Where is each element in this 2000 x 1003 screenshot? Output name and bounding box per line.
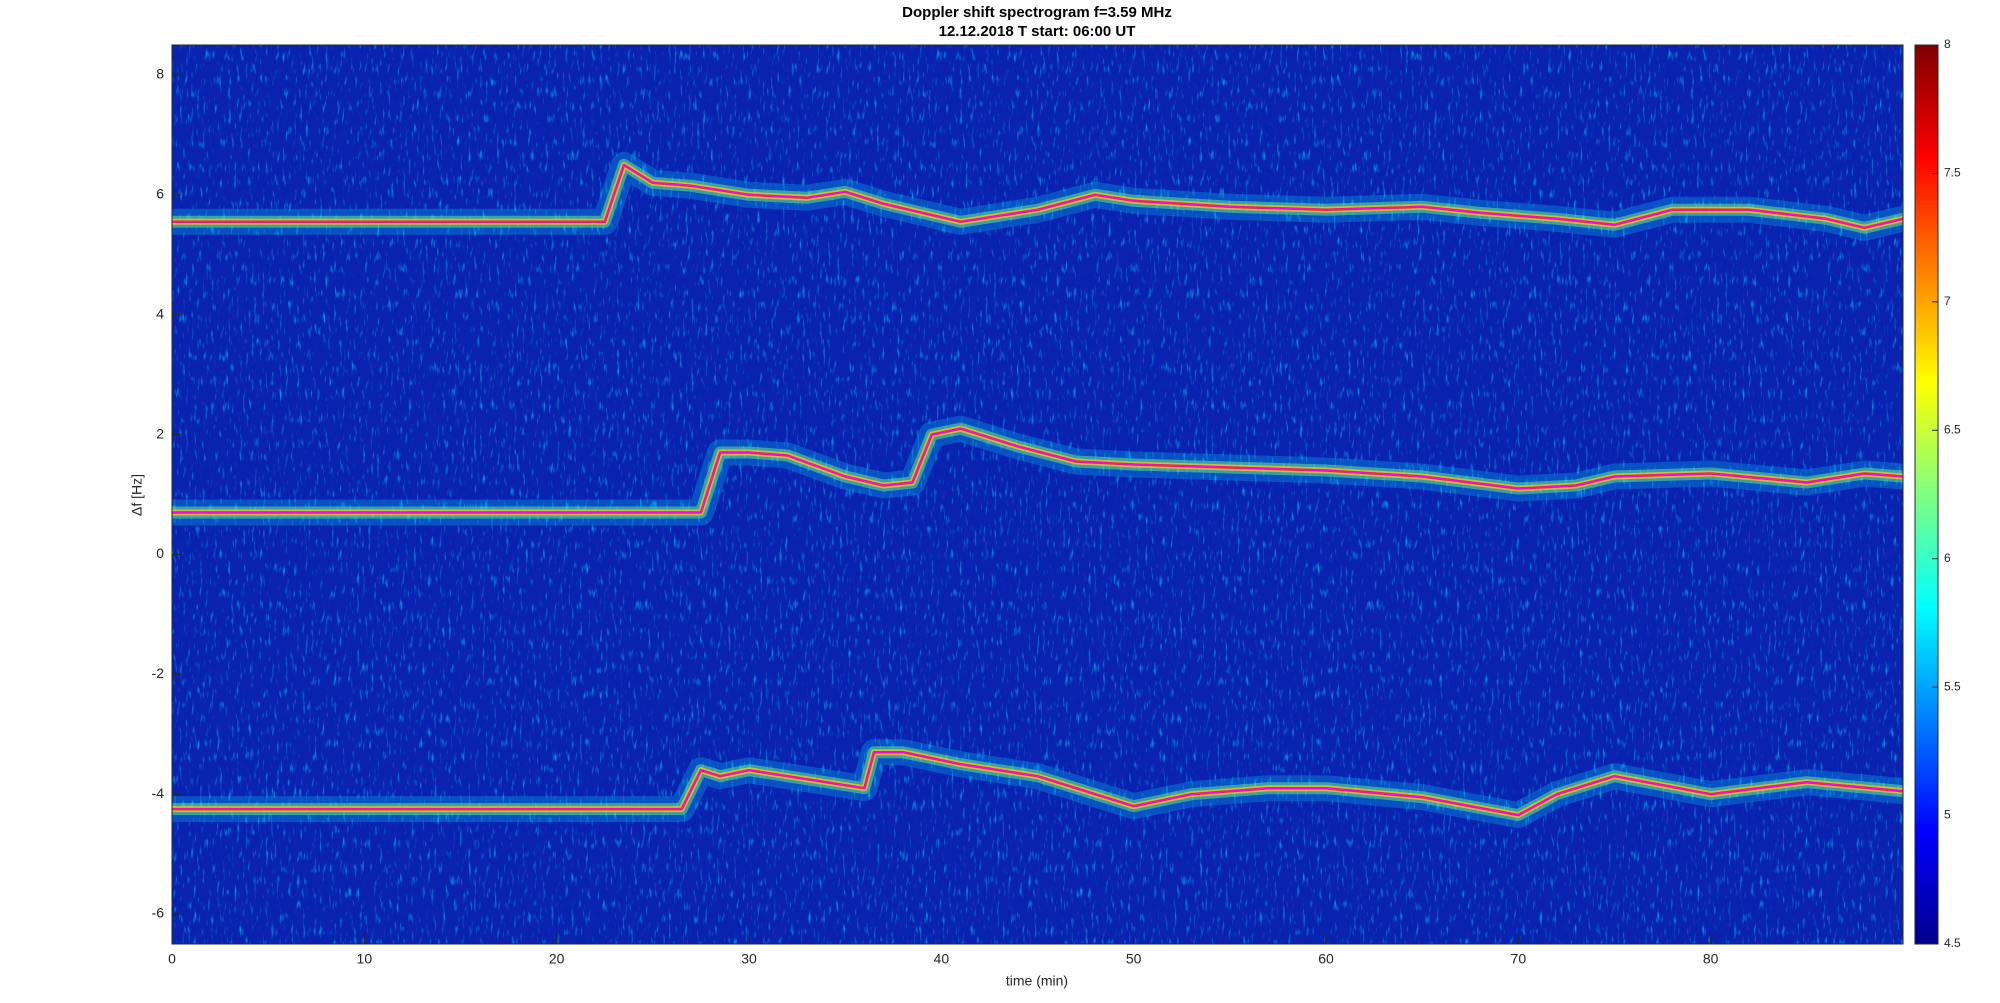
- plot-frame: [171, 44, 1904, 945]
- x-tick-label: 50: [1126, 951, 1142, 967]
- y-tick-label: -2: [152, 665, 165, 681]
- trace-line: [172, 751, 1903, 816]
- y-tick-label: 4: [156, 305, 164, 321]
- y-tick-label: -6: [152, 905, 165, 921]
- y-axis-label: Δf [Hz]: [129, 474, 145, 516]
- colorbar: [1914, 44, 1939, 945]
- trace-line: [172, 427, 1903, 514]
- x-tick-label: 10: [357, 951, 373, 967]
- x-tick-label: 0: [168, 951, 176, 967]
- x-tick-label: 60: [1318, 951, 1334, 967]
- x-tick-label: 40: [934, 951, 950, 967]
- y-tick-label: 6: [156, 186, 164, 202]
- x-axis-label: time (min): [1006, 973, 1068, 989]
- y-tick-label: 0: [156, 545, 164, 561]
- colorbar-tick-label: 5.5: [1944, 679, 1961, 693]
- plot-area: [172, 151, 1903, 829]
- colorbar-tick-label: 7.5: [1944, 166, 1961, 180]
- chart-subtitle: 12.12.2018 T start: 06:00 UT: [939, 23, 1136, 40]
- colorbar-tick-label: 7: [1944, 294, 1951, 308]
- y-tick-label: 2: [156, 425, 164, 441]
- x-tick-label: 20: [549, 951, 565, 967]
- noise-texture: [172, 45, 1903, 944]
- colorbar-tick-label: 4.5: [1944, 936, 1961, 950]
- trace-line: [172, 164, 1903, 229]
- colorbar-tick-label: 6.5: [1944, 422, 1961, 436]
- x-tick-label: 80: [1703, 951, 1719, 967]
- x-tick-label: 30: [741, 951, 757, 967]
- chart-title: Doppler shift spectrogram f=3.59 MHz: [902, 4, 1172, 21]
- colorbar-tick-label: 6: [1944, 551, 1951, 565]
- y-tick-label: 8: [156, 66, 164, 82]
- x-tick-label: 70: [1511, 951, 1527, 967]
- colorbar-tick-label: 5: [1944, 808, 1951, 822]
- y-tick-label: -4: [152, 785, 165, 801]
- colorbar-tick-label: 8: [1944, 37, 1951, 51]
